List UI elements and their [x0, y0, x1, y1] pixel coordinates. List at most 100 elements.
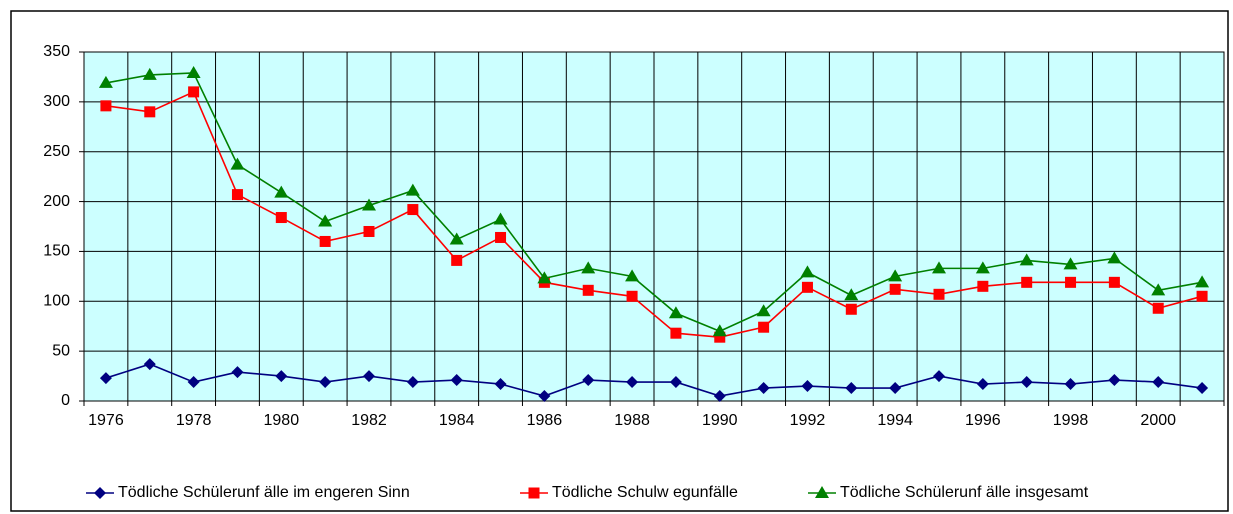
x-tick-label: 1984	[439, 412, 475, 429]
data-point	[274, 185, 289, 198]
data-point	[844, 288, 859, 301]
data-point	[888, 269, 903, 282]
x-tick-label: 1988	[614, 412, 650, 429]
data-point	[275, 212, 287, 224]
data-point	[230, 157, 245, 170]
legend-marker	[94, 487, 106, 499]
data-point	[231, 189, 243, 201]
data-point	[362, 198, 376, 211]
data-point	[1196, 382, 1209, 395]
data-point	[188, 86, 200, 98]
y-tick-label: 150	[43, 243, 70, 260]
data-point	[581, 261, 596, 274]
series-line	[105, 90, 1203, 338]
data-point	[407, 204, 419, 216]
y-tick-label: 200	[43, 193, 70, 210]
x-tick-label: 2000	[1140, 412, 1176, 429]
data-point	[889, 283, 901, 295]
data-point	[1152, 376, 1165, 389]
data-point	[933, 370, 945, 383]
data-point	[1107, 251, 1122, 264]
legend-label: Tödliche Schülerunf älle insgesamt	[840, 484, 1089, 501]
data-point	[1108, 276, 1120, 288]
data-point	[1151, 283, 1166, 296]
x-tick-label: 1976	[88, 412, 124, 429]
data-point	[1063, 257, 1078, 270]
data-point	[582, 284, 594, 296]
data-point	[98, 75, 113, 88]
data-point	[1152, 302, 1164, 314]
data-point	[143, 358, 156, 371]
data-point	[231, 366, 244, 379]
data-point	[363, 370, 375, 383]
data-point	[889, 382, 902, 395]
data-point	[275, 370, 288, 383]
data-point	[1195, 275, 1210, 288]
data-point	[450, 374, 463, 387]
data-point	[319, 235, 331, 247]
data-point	[142, 67, 157, 80]
data-point	[932, 261, 946, 274]
data-point	[668, 306, 683, 319]
data-point	[405, 183, 420, 196]
data-point	[186, 65, 201, 78]
data-point	[713, 390, 726, 403]
data-point	[977, 280, 989, 292]
data-point	[845, 303, 857, 315]
y-tick-label: 0	[61, 392, 70, 409]
x-tick-label: 1982	[351, 412, 387, 429]
data-point	[800, 265, 815, 278]
data-point	[626, 290, 638, 302]
data-point	[714, 331, 726, 343]
data-point	[976, 378, 989, 391]
data-point	[187, 376, 200, 389]
data-point	[758, 321, 770, 333]
data-point	[1065, 276, 1077, 288]
data-point	[626, 376, 639, 389]
series-line	[105, 72, 1203, 333]
data-point	[801, 380, 814, 393]
data-point	[318, 214, 333, 227]
data-point	[712, 324, 727, 337]
data-point	[670, 327, 682, 339]
data-point	[451, 254, 463, 266]
y-tick-label: 100	[43, 293, 70, 310]
data-point	[144, 106, 156, 118]
y-tick-label: 300	[43, 93, 70, 110]
data-point	[975, 261, 990, 274]
series-line	[105, 363, 1203, 397]
x-tick-label: 1994	[877, 412, 913, 429]
data-point	[757, 382, 770, 395]
data-point	[845, 382, 858, 395]
data-point	[1021, 276, 1033, 288]
data-point	[625, 269, 640, 282]
x-tick-label: 1986	[527, 412, 563, 429]
x-tick-label: 1990	[702, 412, 738, 429]
data-point	[537, 271, 552, 284]
y-tick-label: 350	[43, 43, 70, 60]
data-point	[1019, 253, 1034, 266]
data-point	[538, 390, 551, 403]
data-point	[494, 378, 507, 391]
data-point	[449, 232, 464, 245]
data-point	[99, 372, 112, 385]
data-point	[582, 374, 595, 387]
x-tick-label: 1998	[1053, 412, 1089, 429]
x-tick-label: 1978	[176, 412, 212, 429]
y-tick-label: 50	[52, 342, 70, 359]
data-point	[493, 212, 508, 225]
data-point	[933, 288, 945, 300]
data-point	[406, 376, 419, 389]
data-point	[100, 100, 112, 112]
data-point	[1064, 378, 1077, 391]
legend-marker	[815, 486, 829, 498]
x-tick-label: 1996	[965, 412, 1001, 429]
data-point	[1108, 374, 1121, 387]
data-point	[363, 225, 375, 237]
data-point	[319, 376, 332, 389]
data-point	[801, 281, 813, 293]
legend-label: Tödliche Schulw egunfälle	[552, 484, 738, 501]
x-tick-label: 1992	[790, 412, 826, 429]
legend-marker	[528, 487, 540, 499]
data-point	[1020, 376, 1033, 389]
